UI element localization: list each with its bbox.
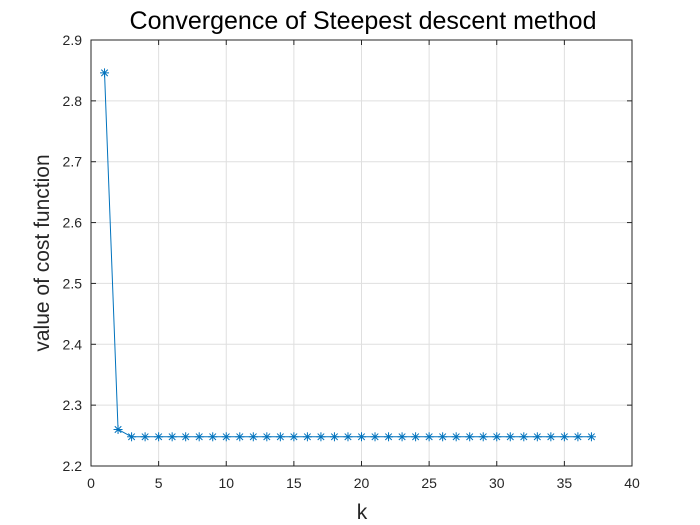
- data-point: [316, 432, 326, 442]
- data-point: [113, 424, 123, 434]
- data-point: [546, 432, 556, 442]
- series-line: [104, 72, 592, 438]
- data-point: [154, 432, 164, 442]
- data-point: [329, 432, 339, 442]
- data-point: [411, 432, 421, 442]
- y-tick-label: 2.4: [63, 336, 83, 352]
- data-point: [438, 432, 448, 442]
- x-tick-label: 30: [489, 475, 505, 491]
- y-tick-label: 2.5: [63, 275, 83, 291]
- ticks: [90, 39, 633, 467]
- data-point: [221, 432, 231, 442]
- data-point: [100, 68, 110, 78]
- x-tick-label: 25: [421, 475, 437, 491]
- data-point: [559, 432, 569, 442]
- data-point: [289, 432, 299, 442]
- data-point: [519, 432, 529, 442]
- data-point: [586, 432, 596, 442]
- y-tick-label: 2.7: [63, 154, 83, 170]
- data-point: [532, 432, 542, 442]
- x-tick-label: 40: [624, 475, 640, 491]
- data-point: [343, 432, 353, 442]
- data-point: [465, 432, 475, 442]
- y-axis-label: value of cost function: [31, 154, 54, 351]
- x-axis-label: k: [357, 501, 368, 524]
- data-point: [302, 432, 312, 442]
- grid: [90, 39, 633, 467]
- data-point: [424, 432, 434, 442]
- data-point: [248, 432, 258, 442]
- data-point: [505, 432, 515, 442]
- x-tick-label: 20: [354, 475, 370, 491]
- data-point: [478, 432, 488, 442]
- data-point: [194, 432, 204, 442]
- data-point: [208, 432, 218, 442]
- data-point: [357, 432, 366, 442]
- x-tick-label: 15: [286, 475, 302, 491]
- chart-title: Convergence of Steepest descent method: [130, 7, 597, 35]
- data-point: [167, 432, 177, 442]
- data-point: [451, 432, 461, 442]
- y-tick-label: 2.8: [63, 93, 83, 109]
- data-point: [262, 432, 272, 442]
- y-tick-label: 2.3: [63, 397, 83, 413]
- x-tick-label: 5: [155, 475, 163, 491]
- data-point: [235, 432, 245, 442]
- x-tick-label: 0: [87, 475, 95, 491]
- y-tick-label: 2.9: [63, 32, 83, 48]
- data-point: [370, 432, 380, 442]
- y-tick-labels: 2.2 2.3 2.4 2.5 2.6 2.7 2.8 2.9: [63, 32, 83, 474]
- data-point: [275, 432, 285, 442]
- series-group: [100, 68, 596, 442]
- data-point: [397, 432, 407, 442]
- data-point: [492, 432, 502, 442]
- y-tick-label: 2.6: [63, 215, 83, 231]
- x-tick-label: 10: [218, 475, 234, 491]
- x-tick-labels: 0 5 10 15 20 25 30 35 40: [87, 475, 640, 491]
- y-tick-label: 2.2: [63, 458, 83, 474]
- data-point: [384, 432, 394, 442]
- data-point: [181, 432, 191, 442]
- data-point: [127, 432, 137, 442]
- x-tick-label: 35: [557, 475, 573, 491]
- data-point: [140, 432, 150, 442]
- data-point: [573, 432, 583, 442]
